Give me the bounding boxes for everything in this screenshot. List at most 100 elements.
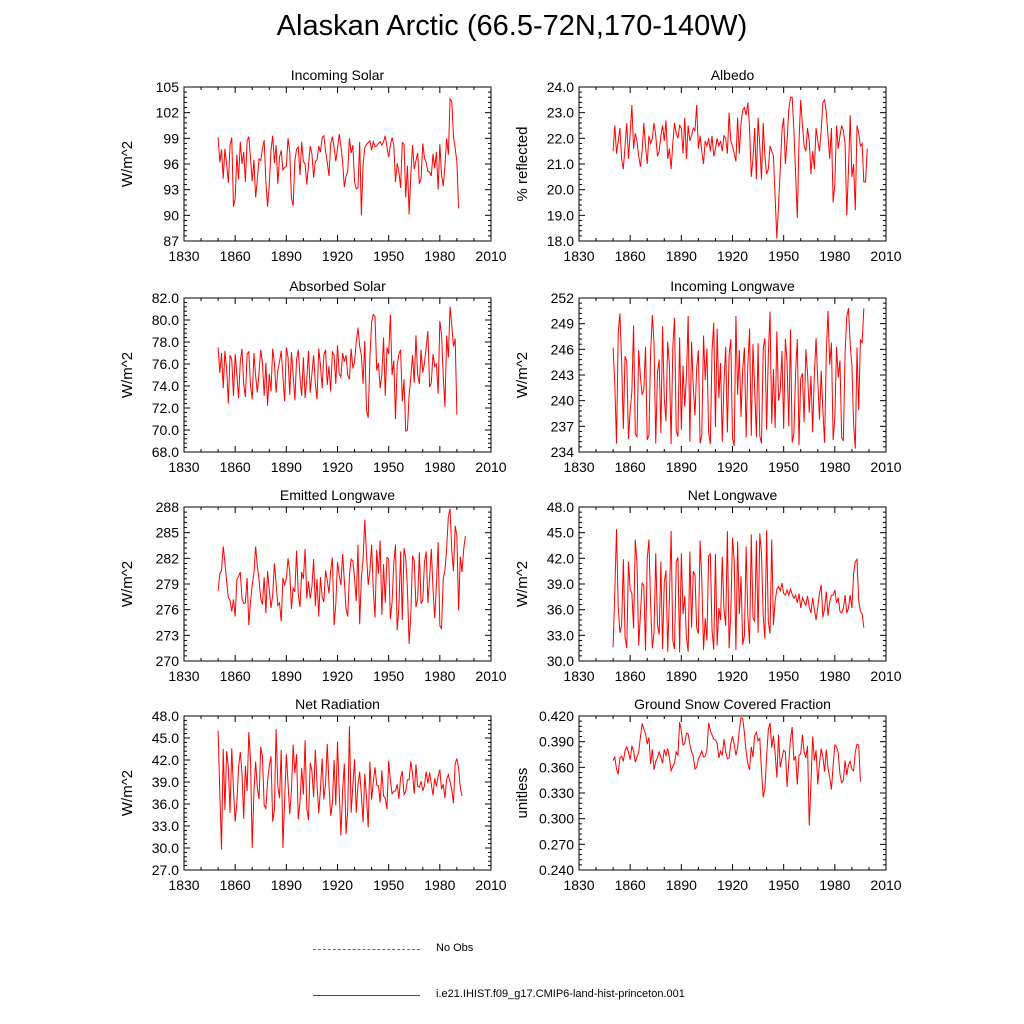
panel-7-xtick-label: 1980	[424, 877, 455, 893]
panel-5-ytick-label: 282	[156, 550, 180, 566]
panel-7-ylabel: W/m^2	[119, 770, 136, 816]
panel-5-ytick-label: 273	[156, 627, 180, 643]
panel-2-xtick-label: 1830	[563, 248, 594, 264]
panel-2-xtick-label: 1980	[819, 248, 850, 264]
panel-7-xtick-label: 1860	[220, 877, 251, 893]
panel-7-ytick-label: 48.0	[152, 708, 179, 724]
panel-5-ytick-label: 285	[156, 525, 180, 541]
panel-2-series-line-1	[612, 96, 868, 239]
panel-6-xtick-label: 1890	[666, 668, 697, 684]
panel-2-title: Albedo	[711, 67, 755, 83]
panel-3-xtick-label: 2010	[475, 459, 506, 475]
legend-label-no-obs: No Obs	[436, 942, 474, 954]
panel-5-xtick-label: 1980	[424, 668, 455, 684]
legend-line-no-obs	[313, 949, 420, 950]
panel-6-ytick-label: 45.0	[547, 525, 574, 541]
panel-8-xtick-label: 1860	[615, 877, 646, 893]
panel-4-title: Incoming Longwave	[670, 278, 795, 294]
panel-7-ytick-label: 33.0	[152, 818, 179, 834]
panel-8-series-line-1	[612, 716, 861, 826]
panel-1-title: Incoming Solar	[291, 67, 385, 83]
panel-3-ytick-label: 78.0	[152, 334, 179, 350]
panel-5-ylabel: W/m^2	[119, 561, 136, 607]
panel-2-ytick-label: 18.0	[547, 233, 574, 249]
panel-3-ytick-label: 82.0	[152, 290, 179, 306]
panel-1-xtick-label: 2010	[475, 248, 506, 264]
panel-3-ylabel: W/m^2	[119, 352, 136, 398]
panel-3-xtick-label: 1980	[424, 459, 455, 475]
panel-1-ytick-label: 96	[163, 156, 179, 172]
panel-4-ytick-label: 252	[551, 290, 575, 306]
panel-6-ytick-label: 39.0	[547, 576, 574, 592]
panel-6-xtick-label: 1950	[768, 668, 799, 684]
panel-7-xtick-label: 1830	[168, 877, 199, 893]
panel-4-xtick-label: 1830	[563, 459, 594, 475]
panel-7-ytick-label: 45.0	[152, 730, 179, 746]
panel-1-ytick-label: 90	[163, 207, 179, 223]
panel-2-xtick-label: 1920	[717, 248, 748, 264]
panel-4-ylabel: W/m^2	[514, 352, 531, 398]
panel-7-xtick-label: 2010	[475, 877, 506, 893]
panel-5-title: Emitted Longwave	[280, 487, 395, 503]
panel-5-ytick-label: 288	[156, 499, 180, 515]
panel-7-series-line-1	[217, 726, 463, 850]
panel-7-ytick-label: 27.0	[152, 862, 179, 878]
panel-3-title: Absorbed Solar	[289, 278, 386, 294]
panel-6-series-line-1	[612, 529, 865, 653]
panel-4-xtick-label: 1920	[717, 459, 748, 475]
panel-3-xtick-label: 1860	[220, 459, 251, 475]
legend-label-model: i.e21.IHIST.f09_g17.CMIP6-land-hist-prin…	[436, 988, 685, 1000]
panel-6-ytick-label: 36.0	[547, 602, 574, 618]
panel-2-ytick-label: 23.0	[547, 105, 574, 121]
panel-3-series-line-1	[217, 306, 458, 432]
panel-4-xtick-label: 2010	[870, 459, 901, 475]
panel-5-frame	[183, 506, 492, 662]
panel-6-xtick-label: 1980	[819, 668, 850, 684]
panel-1-ylabel: W/m^2	[119, 141, 136, 187]
panel-8-ylabel: unitless	[514, 768, 531, 819]
panel-8-ytick-label: 0.330	[539, 785, 574, 801]
panel-1-xtick-label: 1920	[322, 248, 353, 264]
panel-5-ytick-label: 279	[156, 576, 180, 592]
panel-5-ytick-label: 270	[156, 653, 180, 669]
panel-3-ytick-label: 76.0	[152, 356, 179, 372]
panel-8-ytick-label: 0.240	[539, 862, 574, 878]
panel-5-xtick-label: 2010	[475, 668, 506, 684]
panel-4-xtick-label: 1950	[768, 459, 799, 475]
panel-6-ytick-label: 42.0	[547, 550, 574, 566]
panel-2-frame	[578, 86, 887, 242]
panel-2-xtick-label: 1860	[615, 248, 646, 264]
panel-5-xtick-label: 1890	[271, 668, 302, 684]
panel-5-xtick-label: 1950	[373, 668, 404, 684]
panel-4-xtick-label: 1980	[819, 459, 850, 475]
panel-8-xtick-label: 1980	[819, 877, 850, 893]
panel-3-xtick-label: 1830	[168, 459, 199, 475]
panel-3-ytick-label: 68.0	[152, 444, 179, 460]
panel-1-ytick-label: 102	[156, 105, 180, 121]
panel-2-xtick-label: 1890	[666, 248, 697, 264]
panel-4-ytick-label: 240	[551, 393, 575, 409]
panel-6-ytick-label: 30.0	[547, 653, 574, 669]
panel-7-ytick-label: 36.0	[152, 796, 179, 812]
panel-4-ytick-label: 246	[551, 341, 575, 357]
panel-4-xtick-label: 1890	[666, 459, 697, 475]
panel-3-ytick-label: 72.0	[152, 400, 179, 416]
panel-2-xtick-label: 1950	[768, 248, 799, 264]
panel-5-xtick-label: 1920	[322, 668, 353, 684]
panel-6-xtick-label: 1860	[615, 668, 646, 684]
panel-8-ytick-label: 0.420	[539, 708, 574, 724]
panel-1-xtick-label: 1890	[271, 248, 302, 264]
panel-7-ytick-label: 30.0	[152, 840, 179, 856]
panel-7-xtick-label: 1890	[271, 877, 302, 893]
panel-1-ytick-label: 105	[156, 79, 180, 95]
panel-6-title: Net Longwave	[688, 487, 778, 503]
panel-7-ytick-label: 39.0	[152, 774, 179, 790]
panel-1-xtick-label: 1980	[424, 248, 455, 264]
panel-7-title: Net Radiation	[295, 696, 380, 712]
panel-3-xtick-label: 1890	[271, 459, 302, 475]
panel-1-ytick-label: 87	[163, 233, 179, 249]
panel-8-ytick-label: 0.270	[539, 836, 574, 852]
panel-4-xtick-label: 1860	[615, 459, 646, 475]
panel-6-ylabel: W/m^2	[514, 561, 531, 607]
